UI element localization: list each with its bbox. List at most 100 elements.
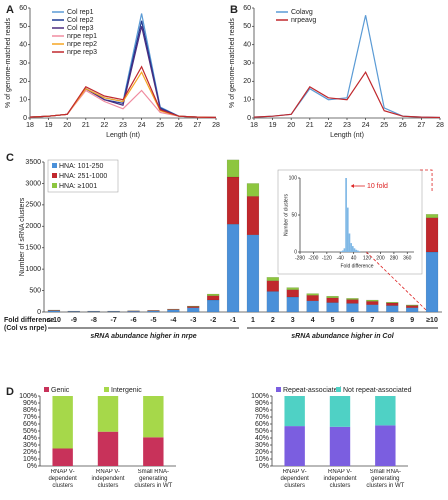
legend-box: [47, 159, 119, 193]
panel-label: B: [230, 4, 238, 16]
y-tick-label: 50%: [255, 428, 269, 435]
bar-segment: [366, 299, 379, 302]
y-tick-label: 0%: [259, 463, 269, 470]
x-tick-label: -3: [190, 317, 196, 324]
y-tick-label: 50%: [23, 428, 37, 435]
y-tick-label: 80%: [255, 407, 269, 414]
x-axis-label: Fold difference: [341, 263, 374, 269]
legend-swatch: [52, 163, 57, 168]
bar-segment: [97, 396, 119, 432]
y-tick-label: 50: [19, 23, 27, 30]
y-tick-label: 90%: [23, 400, 37, 407]
legend-label: nrpeavg: [291, 17, 316, 24]
legend-swatch: [104, 387, 109, 392]
y-tick-label: 10%: [255, 456, 269, 463]
y-tick-label: 500: [29, 287, 41, 294]
y-tick-label: 20%: [23, 449, 37, 456]
x-tick-label: -280: [295, 255, 305, 261]
bar-segment: [246, 234, 260, 313]
x-tick-label: 23: [119, 122, 127, 129]
bar-segment: [246, 196, 260, 236]
y-tick-label: 0%: [27, 463, 37, 470]
y-tick-label: 60%: [255, 421, 269, 428]
x-tick-label: 25: [156, 122, 164, 129]
legend-label: HNA: 101-250: [59, 163, 103, 170]
annotation: sRNA abundance higher in nrpe: [90, 333, 196, 340]
bar-segment: [143, 437, 164, 466]
bar-segment: [306, 300, 319, 313]
y-tick-label: 20: [19, 78, 27, 85]
bar-segment: [406, 305, 419, 308]
bar-segment: [329, 396, 351, 427]
x-tick-label: 25: [380, 122, 388, 129]
bar-segment: [326, 302, 339, 313]
x-tick-label: 40: [351, 255, 357, 261]
y-tick-label: 80%: [23, 407, 37, 414]
x-tick-label: -1: [230, 317, 236, 324]
bar-segment: [226, 223, 240, 313]
bar-segment: [266, 280, 279, 292]
x-tick-label: 27: [194, 122, 202, 129]
y-tick-label: 0: [23, 115, 27, 122]
annotation-arrowhead: [350, 184, 354, 188]
x-tick-label: 7: [370, 317, 374, 324]
bar-segment: [52, 448, 73, 466]
y-tick-label: 50: [243, 23, 251, 30]
bar-segment: [147, 310, 160, 313]
bar-segment: [47, 310, 61, 313]
y-tick-label: 20: [243, 78, 251, 85]
bar-segment: [246, 183, 260, 197]
y-axis-label: Number of clusters: [283, 194, 289, 236]
bar-segment: [366, 301, 379, 305]
bar-segment: [306, 295, 319, 302]
bar-segment: [97, 431, 119, 466]
y-tick-label: 30: [19, 60, 27, 67]
bar-segment: [207, 295, 220, 301]
y-tick-label: 60: [243, 5, 251, 12]
panel-label: C: [6, 152, 14, 164]
x-tick-label: 20: [287, 122, 295, 129]
legend-label: Col rep3: [67, 25, 94, 32]
y-tick-label: 2500: [25, 202, 41, 209]
x-tick-label: 19: [45, 122, 53, 129]
x-tick-label: 200: [376, 255, 385, 261]
x-tick-label: Small RNA-generating clusters in WT: [366, 469, 405, 489]
x-tick-label-box: RNAP V-dependent clusters: [280, 469, 308, 489]
x-tick-label: Small RNA-generating clusters in WT: [134, 469, 173, 489]
y-tick-label: 0: [247, 115, 251, 122]
y-tick-label: 0: [294, 249, 297, 255]
x-tick-label: RNAP V-independent clusters: [323, 469, 357, 489]
bar-segment: [346, 298, 359, 300]
bar-segment: [266, 277, 279, 281]
histogram-bar: [353, 248, 356, 252]
y-tick-label: 70%: [255, 414, 269, 421]
y-tick-label: 3500: [25, 159, 41, 166]
y-tick-label: 10: [243, 97, 251, 104]
bar-segment: [286, 287, 299, 290]
x-axis-label: Length (nt): [106, 132, 140, 139]
x-tick-label: 24: [138, 122, 146, 129]
bar-segment: [187, 307, 200, 313]
bar-segment: [375, 425, 396, 466]
x-tick-label: 28: [436, 122, 444, 129]
legend-label: Colavg: [291, 9, 313, 16]
x-tick-label: -7: [111, 317, 117, 324]
legend-label: Intergenic: [111, 387, 142, 394]
bar-segment: [306, 293, 319, 296]
y-tick-label: 50: [291, 212, 297, 218]
x-tick-label: 9: [410, 317, 414, 324]
x-tick-label: 18: [250, 122, 258, 129]
series-line: [253, 71, 441, 119]
bar-segment: [425, 251, 439, 313]
bar-segment: [425, 217, 439, 253]
inset-connector: [366, 251, 427, 311]
x-tick-label: 6: [350, 317, 354, 324]
x-tick-label: 8: [390, 317, 394, 324]
histogram-bar: [350, 243, 352, 252]
legend-label: nrpe rep1: [67, 33, 97, 40]
bar-segment: [406, 304, 419, 306]
x-tick-label: RNAP V-independent clusters: [91, 469, 125, 489]
bar-segment: [326, 295, 339, 299]
x-tick-label: 280: [390, 255, 399, 261]
